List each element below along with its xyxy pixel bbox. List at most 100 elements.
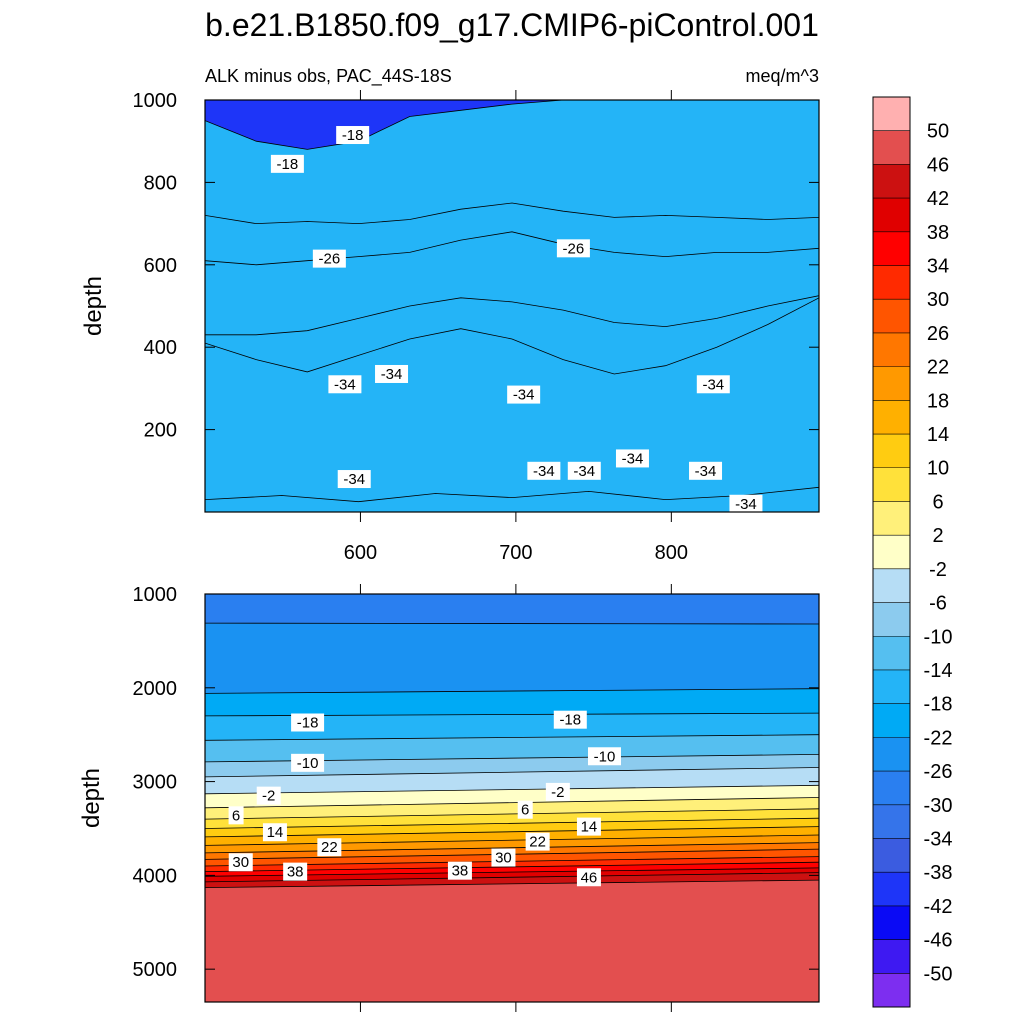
colorbar-label: 34 (927, 256, 949, 278)
colorbar-label: 6 (932, 491, 943, 513)
lower-fill-band-46 (205, 880, 819, 1002)
colorbar-label: 22 (927, 357, 949, 379)
chart-title: b.e21.B1850.f09_g17.CMIP6-piControl.001 (205, 7, 819, 43)
lower-contour-line-10 (205, 817, 819, 829)
lower-contour-line--14 (205, 734, 819, 741)
lower-contour-label-box (291, 753, 325, 772)
upper-contour-label: -34 (527, 461, 561, 480)
upper-contour-label-box (312, 249, 346, 268)
colorbar-swatch (873, 332, 910, 368)
lower-contour-line-38 (205, 867, 819, 877)
colorbar-label: 46 (927, 154, 949, 176)
lower-contour-label-box (228, 853, 253, 872)
lower-contour-label-text: 14 (267, 824, 284, 841)
upper-fill-band--18 (205, 100, 819, 512)
colorbar-label: -46 (924, 930, 953, 952)
colorbar-label: 10 (927, 458, 949, 480)
lower-contour-label-text: 38 (287, 864, 304, 881)
upper-contour-label-text: -34 (735, 496, 757, 513)
lower-contour-label-box (228, 806, 244, 825)
lower-contour-label: 30 (491, 848, 516, 867)
upper-contour-label-text: -26 (563, 240, 585, 257)
lower-contour-label-box (525, 832, 550, 851)
lower-contour-label-text: 30 (232, 854, 249, 871)
colorbar-label: 18 (927, 390, 949, 412)
upper-contour-label-text: -34 (343, 471, 365, 488)
colorbar-swatch (873, 299, 910, 334)
upper-contour-label-box (696, 375, 730, 394)
lower-contour-line--2 (205, 784, 819, 795)
colorbar: 50 46 42 38 34 30 26 22 18 14 10 6 2 -2 -6 -10 -14 -18 -22… (872, 96, 953, 1008)
lower-y-tick-label: 1000 (133, 584, 178, 606)
upper-contour-label-box (337, 470, 371, 489)
colorbar-label: -26 (924, 761, 953, 783)
colorbar-swatch (873, 838, 910, 873)
colorbar-swatch (873, 535, 910, 570)
colorbar-swatch (873, 973, 910, 1008)
colorbar-label: -18 (924, 694, 953, 716)
lower-contour-label-box (576, 817, 601, 836)
upper-y-tick-label: 400 (144, 337, 177, 359)
lower-contour-label-box (262, 823, 287, 842)
lower-contour-line-6 (205, 808, 819, 820)
upper-contour-label: -18 (270, 154, 304, 173)
upper-contour-label-text: -34 (533, 463, 555, 480)
upper-contour-lines (205, 100, 819, 503)
upper-y-tick-label: 600 (144, 255, 177, 277)
colorbar-label: -30 (924, 795, 953, 817)
lower-contour-label: 22 (525, 832, 550, 851)
colorbar-label: -38 (924, 862, 953, 884)
lower-contour-labels: -18 -18 -10 -10 -2 -2 6 6 14 14 22 22 30 30 38 38 46 (228, 710, 621, 887)
upper-contour-label-text: -34 (573, 463, 595, 480)
lower-contour-label: 38 (283, 862, 308, 881)
lower-contour-label-box (447, 861, 472, 880)
lower-contour-label-text: 14 (581, 819, 598, 836)
upper-plot-frame (204, 99, 820, 513)
lower-contour-label: -18 (553, 710, 587, 729)
lower-contour-line-42 (205, 872, 819, 883)
upper-contour-label: -34 (507, 385, 541, 404)
upper-contour-line--26 (205, 231, 819, 266)
lower-y-tick-label: 2000 (133, 678, 178, 700)
colorbar-swatch (873, 501, 910, 536)
lower-contour-label: -2 (256, 786, 281, 805)
upper-contour-label-box (527, 461, 561, 480)
upper-contour-label: -34 (689, 461, 723, 480)
lower-contour-label: 30 (228, 853, 253, 872)
upper-contour-label-text: -34 (513, 387, 535, 404)
lower-y-axis-label: depth (78, 768, 105, 828)
lower-contour-fill (205, 594, 819, 1002)
lower-plot-frame (204, 593, 820, 1003)
upper-contour-label-text: -26 (319, 251, 341, 268)
lower-y-tick-label: 3000 (133, 772, 178, 794)
upper-contour-label-box (729, 494, 763, 513)
lower-axes: 1000 2000 3000 4000 5000 (133, 584, 819, 1012)
lower-contour-label-text: 6 (232, 807, 240, 824)
colorbar-label: 50 (927, 121, 949, 143)
lower-contour-label-text: 30 (495, 850, 512, 867)
upper-contour-line--30 (205, 295, 819, 336)
upper-contour-label-box (328, 375, 362, 394)
colorbar-frame (872, 96, 911, 1008)
colorbar-label: 26 (927, 323, 949, 345)
colorbar-swatch (873, 265, 910, 300)
upper-contour-label: -34 (337, 470, 371, 489)
lower-contour-line-18 (205, 834, 819, 846)
colorbar-swatch (873, 434, 910, 469)
lower-contour-label-text: 22 (529, 834, 546, 851)
upper-y-tick-label: 200 (144, 420, 177, 442)
colorbar-swatch (873, 231, 910, 267)
upper-y-tick-label: 800 (144, 172, 177, 194)
lower-contour-label: -2 (545, 782, 570, 801)
lower-contour-label-text: -18 (297, 714, 319, 731)
upper-contour-label-box (507, 385, 541, 404)
colorbar-label: -34 (924, 828, 953, 850)
colorbar-swatch (873, 400, 910, 435)
colorbar-label: -22 (924, 727, 953, 749)
lower-contour-label-box (545, 782, 570, 801)
lower-contour-label-box (553, 710, 587, 729)
lower-contour-label-box (576, 868, 601, 887)
colorbar-swatch (873, 771, 910, 806)
upper-contour-label: -18 (336, 126, 370, 144)
